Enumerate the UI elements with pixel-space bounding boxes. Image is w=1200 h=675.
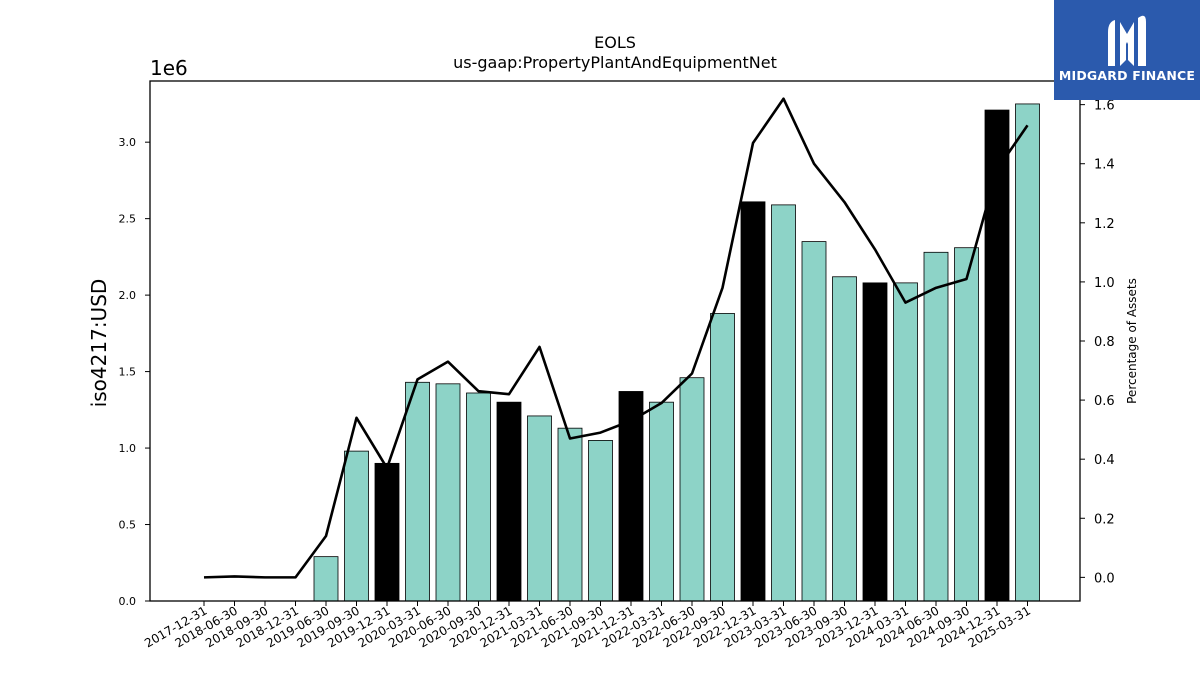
bar [496,401,522,602]
midgard-finance-logo: MIDGARD FINANCE [1054,0,1200,100]
y-tick-label: 2.0 [119,289,137,302]
y-tick-label: 3.0 [119,136,137,149]
chart-title: EOLS [594,33,636,52]
y-tick-label: 0.0 [119,595,137,608]
y-axis-label: iso4217:USD [87,279,111,408]
bar [801,241,827,602]
y2-tick-label: 0.6 [1094,394,1115,409]
bar [1015,103,1040,602]
y2-tick-label: 0.2 [1094,512,1115,527]
bar [710,313,735,602]
y2-tick-label: 1.4 [1094,158,1115,173]
bar [313,556,339,602]
y2-tick-label: 0.0 [1094,571,1115,586]
bar [862,282,888,602]
bar [923,251,949,602]
bar [557,427,583,602]
logo-text: MIDGARD FINANCE [1058,68,1196,83]
y2-tick-label: 1.2 [1094,217,1115,232]
bar [344,450,369,602]
y-offset-text: 1e6 [150,56,188,80]
bar [374,462,400,602]
y2-tick-label: 0.8 [1094,335,1115,350]
bar [618,391,644,602]
percentage-of-assets-line [203,97,1029,579]
bar [771,204,796,602]
plot-frame [149,80,1081,602]
y-tick-label: 0.5 [119,519,137,532]
bar [527,415,552,602]
y-tick-label: 1.5 [119,366,137,379]
bar [984,109,1010,602]
bar [954,247,979,602]
bar [893,282,918,602]
bar [832,276,857,602]
y2-axis-label: Percentage of Assets [1125,278,1139,404]
chart-subtitle: us-gaap:PropertyPlantAndEquipmentNet [453,53,777,72]
midgard-m-icon [1108,15,1146,66]
bar [466,392,491,602]
y2-tick-label: 1.0 [1094,276,1115,291]
bar [405,381,430,602]
y-tick-label: 2.5 [119,213,137,226]
bar [740,201,766,602]
bar [649,401,674,602]
bar [679,377,705,602]
y2-tick-label: 0.4 [1094,453,1115,468]
bar [435,383,461,602]
y-tick-label: 1.0 [119,442,137,455]
bar [588,440,613,602]
y2-tick-label: 1.6 [1094,99,1115,114]
